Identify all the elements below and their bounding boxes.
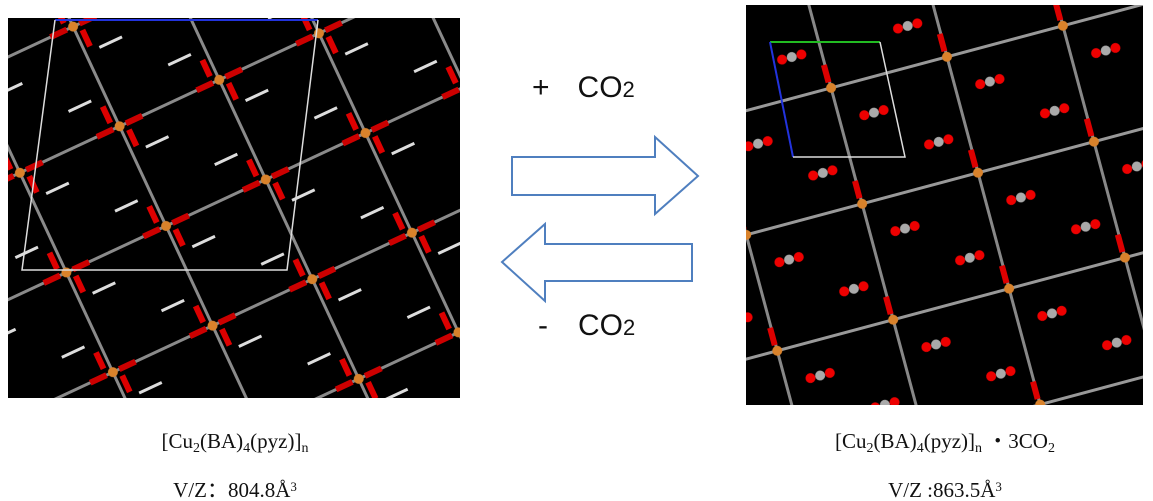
volume-before: V/Z：804.8Å3 <box>173 478 297 501</box>
text-part: [Cu <box>835 429 867 453</box>
text-part: n <box>975 441 982 456</box>
text-part: [Cu <box>162 429 194 453</box>
text-part: (pyz)] <box>924 429 975 453</box>
species: CO <box>578 71 623 104</box>
text-part: 2 <box>193 441 200 456</box>
text-part: 3 <box>995 479 1002 494</box>
text-part: ・3CO <box>982 429 1048 453</box>
sign: + <box>532 71 550 104</box>
crystal-image-after <box>746 5 1143 405</box>
text-part: n <box>301 441 308 456</box>
reverse-label: -CO2 <box>538 309 635 342</box>
text-part: (BA) <box>874 429 917 453</box>
text-part: 3 <box>290 479 297 494</box>
text-part: V/Z :863.5Å <box>888 478 996 501</box>
sign: - <box>538 309 548 342</box>
subscript: 2 <box>623 77 635 102</box>
text-part: 2 <box>867 441 874 456</box>
formula-before: [Cu2(BA)4(pyz)]n <box>162 429 309 456</box>
forward-label: + CO2 <box>532 71 635 104</box>
subscript: 2 <box>623 315 635 340</box>
text-part: 2 <box>1048 441 1055 456</box>
text-part: 4 <box>243 441 250 456</box>
text-part: V/Z：804.8Å <box>173 478 291 501</box>
species: CO <box>578 309 623 342</box>
figure: +CO2 -CO2 [Cu2(BA)4(pyz)]n V/Z：804.8Å3 [… <box>0 0 1153 501</box>
arrow-reverse <box>502 224 692 301</box>
text-part: (BA) <box>200 429 243 453</box>
crystal-image-before <box>8 18 460 398</box>
text-part: (pyz)] <box>250 429 301 453</box>
text-part: 4 <box>917 441 924 456</box>
arrow-forward <box>512 137 698 214</box>
formula-after: [Cu2(BA)4(pyz)]n ・3CO2 <box>835 429 1055 456</box>
volume-after: V/Z :863.5Å3 <box>888 478 1002 501</box>
